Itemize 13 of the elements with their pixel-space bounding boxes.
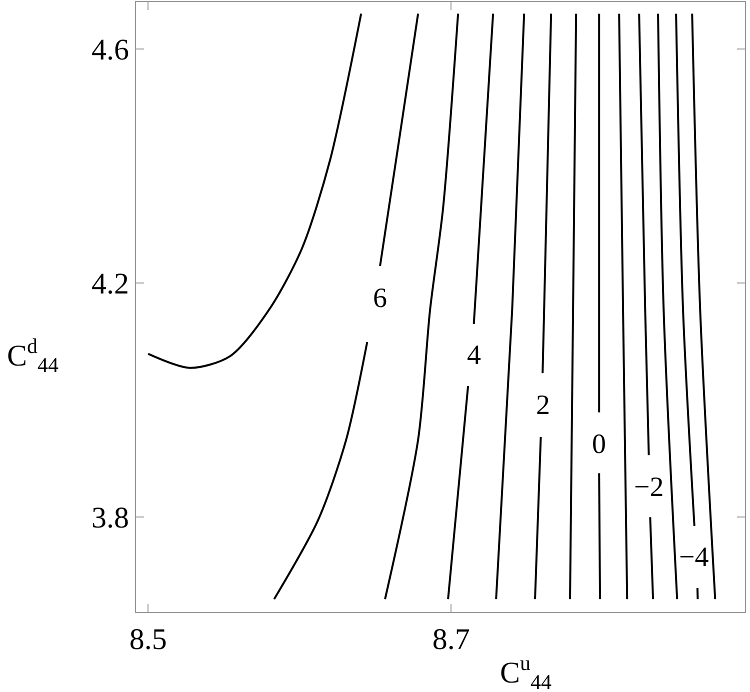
annotation: 0: [592, 429, 606, 460]
y-tick-label: 3.8: [92, 502, 129, 535]
y-tick-label: 4.6: [92, 33, 129, 66]
annotation: −2: [634, 472, 664, 503]
y-tick-label: 4.2: [92, 268, 129, 300]
line-series: [273, 341, 368, 600]
annotation: −4: [679, 542, 709, 573]
annotation: 2: [536, 390, 550, 421]
annotation: 4: [467, 340, 481, 371]
x-tick-label: 8.7: [432, 623, 470, 656]
annotation: 6: [373, 283, 387, 314]
x-tick-label: 8.5: [129, 623, 167, 656]
line-series: [147, 12, 362, 369]
